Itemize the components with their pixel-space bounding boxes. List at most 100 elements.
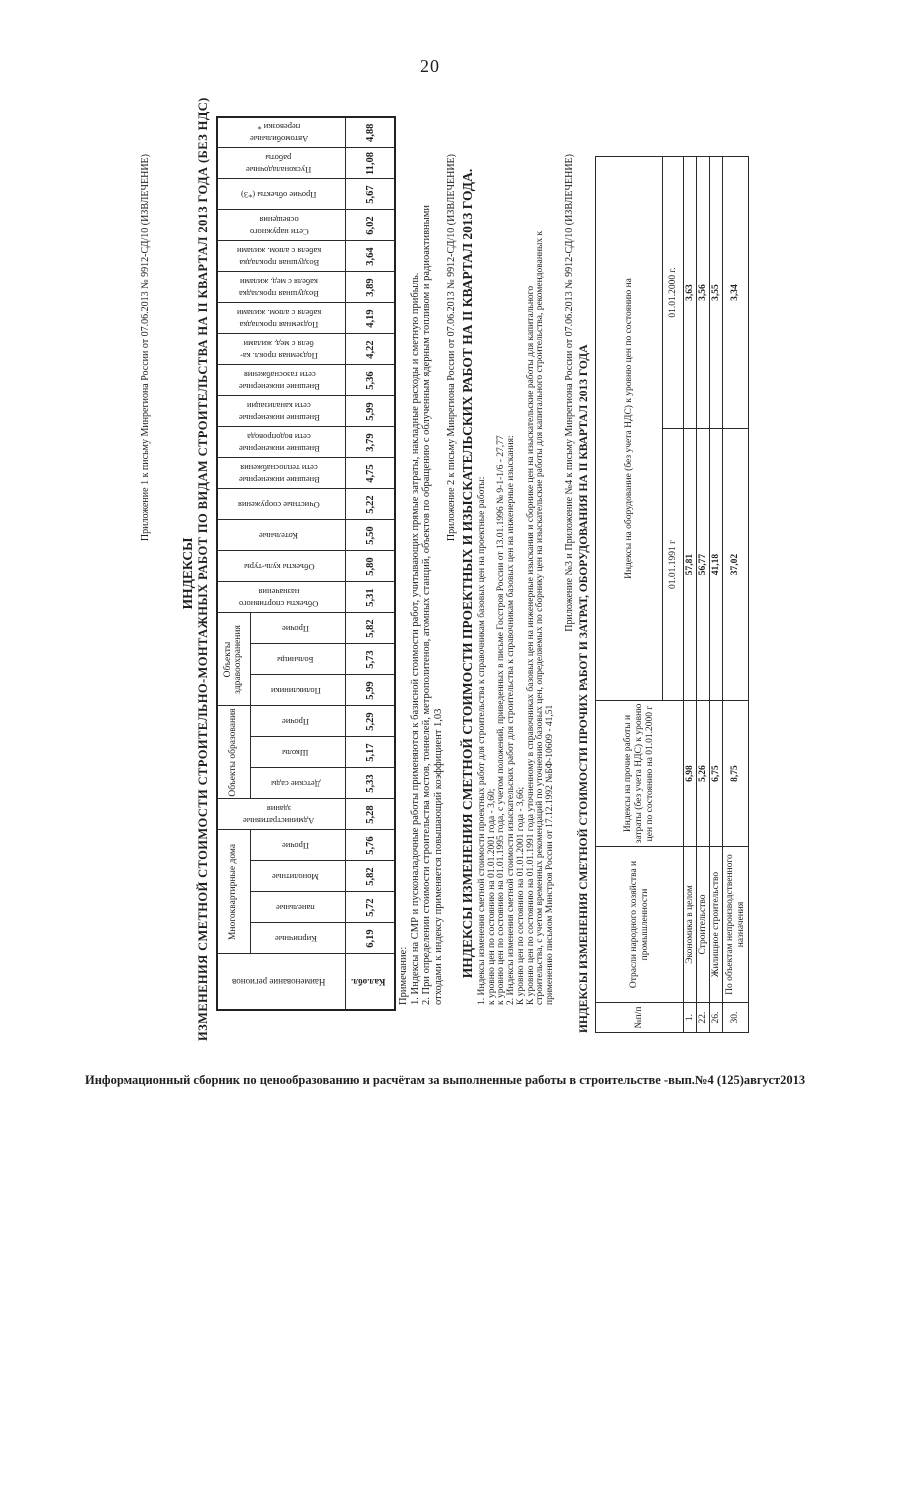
t2-header-2000: 01.01.2000 г. <box>662 156 684 429</box>
industry-cell: По объектам непроизводственного назначен… <box>722 846 749 1003</box>
index-value-cell: 5,36 <box>345 365 395 396</box>
index-value-cell: 4,88 <box>345 117 395 148</box>
building-type-header: Внешние инженерные сети канализации <box>217 396 346 427</box>
landscape-sheet: Приложение 1 к письму Минрегиона России … <box>140 97 760 1041</box>
note-line: отходами к индексу применяется повышающи… <box>432 708 444 1005</box>
t1-value-row: Кал.обл. 6,19 5,72 5,82 5,76 5,28 5,33 5,17 5,29… <box>345 117 395 1010</box>
index-value-cell: 5,73 <box>345 644 395 675</box>
building-type-header: Поликлиники <box>250 675 346 706</box>
index-value-cell: 3,64 <box>345 241 395 272</box>
building-type-header: Детские сады <box>250 768 346 799</box>
building-type-header: Автомобильные перевозки * <box>217 117 346 148</box>
index-value-cell: 5,82 <box>345 613 395 644</box>
vertical-text: Прочие <box>281 840 309 851</box>
building-group-header: Объекты образования <box>217 706 251 799</box>
vertical-text: Монолитные <box>272 871 319 882</box>
index-value-cell: 5,72 <box>345 892 395 923</box>
index-value-cell: 5,99 <box>345 675 395 706</box>
rotated-sheet-wrapper: Приложение 1 к письму Минрегиона России … <box>140 97 760 1041</box>
building-type-header: Административные здания <box>217 799 346 830</box>
vertical-text: Сети наружного освещения <box>249 214 309 237</box>
building-type-header: Сети наружного освещения <box>217 210 346 241</box>
vertical-text: Очистные сооружения <box>238 499 320 510</box>
index-value-cell: 5,67 <box>345 179 395 210</box>
vertical-text: Воздушная прокладка кабеля с алюм. жилами <box>236 245 322 268</box>
building-type-header: Прочие объекты (*3) <box>217 179 346 210</box>
vertical-text: Подземная прокл. ка-беля с мед. жилами <box>240 338 318 361</box>
vertical-text: Подземная прокладка кабеля с алюм. жилами <box>236 307 322 330</box>
vertical-text: Кал.обл. <box>351 977 386 988</box>
t2-header-industry: Отрасли народного хозяйства и промышленн… <box>595 846 684 1003</box>
equip-2000-value-cell: 3,63 <box>683 156 697 429</box>
index-value-cell: 5,17 <box>345 737 395 768</box>
smr-indexes-table: Наименование регионов Многоквартирные дом… <box>216 116 396 1011</box>
t2-header-other-works: Индексы на прочие работы и затраты (без … <box>595 700 684 847</box>
building-type-header: Объекты куль-туры <box>217 551 346 582</box>
index-value-cell: 5,80 <box>345 551 395 582</box>
row-number-cell: 1. <box>683 1002 697 1033</box>
row-number-cell: 22. <box>696 1002 710 1033</box>
equip-2000-value-cell: 3,34 <box>722 156 749 429</box>
vertical-text: Котельные <box>259 530 299 541</box>
vertical-text: Пусконаладочные работы <box>246 152 312 175</box>
note-line: Примечание: <box>398 946 409 1005</box>
vertical-text: Объекты спортивного назначения <box>239 586 319 609</box>
vertical-text: Внешние инженерные сети канализации <box>238 400 320 423</box>
building-type-header: Монолитные <box>250 861 346 892</box>
t2-body: 1. Экономика в целом 6,98 57,81 3,63 22. Строи… <box>683 156 749 1033</box>
appendix2-note: Приложение 2 к письму Минрегиона России … <box>446 154 457 542</box>
index-value-cell: 5,82 <box>345 861 395 892</box>
t2-header-1991: 01.01.1991 г <box>662 428 684 701</box>
table-row: 1. Экономика в целом 6,98 57,81 3,63 <box>683 156 697 1033</box>
vertical-text: Поликлиники <box>270 685 321 696</box>
building-type-header: Кирпичные <box>250 923 346 954</box>
t2-header-equipment: Индексы на оборудование (без учета НДС) … <box>595 156 663 701</box>
vertical-text: Прочие <box>281 623 309 634</box>
other-works-value-cell: 8,75 <box>722 700 749 847</box>
other-works-value-cell: 6,75 <box>709 700 723 847</box>
appendix2-line: применению письмом Минстроя России от 17… <box>544 704 555 1005</box>
index-value-cell: 6,19 <box>345 923 395 954</box>
region-name-cell: Кал.обл. <box>345 954 395 1010</box>
building-group-header: Многоквартирные дома <box>217 830 251 954</box>
notes-block: Примечание: 1. Индексы на СМР и пусконал… <box>398 205 444 1005</box>
index-value-cell: 6,02 <box>345 210 395 241</box>
building-type-header: Пусконаладочные работы <box>217 148 346 179</box>
other-works-equipment-table: №п/п Отрасли народного хозяйства и промы… <box>595 156 749 1033</box>
page-number: 20 <box>420 56 440 76</box>
vertical-text: Кирпичные <box>274 933 317 944</box>
appendix2-text-block: 1. Индексы изменения сметной стоимости п… <box>477 231 556 1005</box>
vertical-text: Внешние инженерные сети теплоснабжения <box>238 462 320 485</box>
vertical-text: Прочие объекты (*3) <box>241 189 317 200</box>
building-type-header: Прочие <box>250 613 346 644</box>
index-value-cell: 3,89 <box>345 272 395 303</box>
building-type-header: Воздушная прокладка кабеля с алюм. жилами <box>217 241 346 272</box>
index-value-cell: 5,99 <box>345 396 395 427</box>
index-value-cell: 5,76 <box>345 830 395 861</box>
other-works-value-cell: 6,98 <box>683 700 697 847</box>
equip-1991-value-cell: 41,18 <box>709 428 723 701</box>
vertical-text: Объекты куль-туры <box>243 561 315 572</box>
index-value-cell: 5,33 <box>345 768 395 799</box>
row-number-cell: 26. <box>709 1002 723 1033</box>
building-type-header: Подземная прокладка кабеля с алюм. жилами <box>217 303 346 334</box>
t1-group-row: Наименование регионов Многоквартирные дом… <box>217 117 346 1010</box>
row-number-cell: 30. <box>722 1002 749 1033</box>
vertical-text: Автомобильные перевозки * <box>249 121 309 144</box>
region-column-header: Наименование регионов <box>217 954 346 1010</box>
building-type-header: Внешние инженерные сети газоснабжения <box>217 365 346 396</box>
table-row: 26. Жилищное строительство 6,75 41,18 3,55 <box>709 156 723 1033</box>
index-value-cell: 4,75 <box>345 458 395 489</box>
table-row: 22. Строительство 5,26 56,77 3,56 <box>696 156 710 1033</box>
appendix34-note: Приложение №3 и Приложение №4 к письму М… <box>564 154 575 632</box>
appendix1-heading-line2: ИЗМЕНЕНИЯ СМЕТНОЙ СТОИМОСТИ СТРОИТЕЛЬНО-… <box>196 97 210 1041</box>
building-type-header: панельные <box>250 892 346 923</box>
vertical-text: Внешние инженерные сети газоснабжения <box>238 369 320 392</box>
index-value-cell: 5,28 <box>345 799 395 830</box>
appendix1-note: Приложение 1 к письму Минрегиона России … <box>140 154 151 542</box>
building-type-header: Больницы <box>250 644 346 675</box>
equip-2000-value-cell: 3,56 <box>696 156 710 429</box>
vertical-text: Наименование регионов <box>232 977 326 988</box>
building-group-header: Объекты здравоохранения <box>217 613 251 706</box>
building-type-header: Воздушная прокладка кабеля с мед. жилами <box>217 272 346 303</box>
